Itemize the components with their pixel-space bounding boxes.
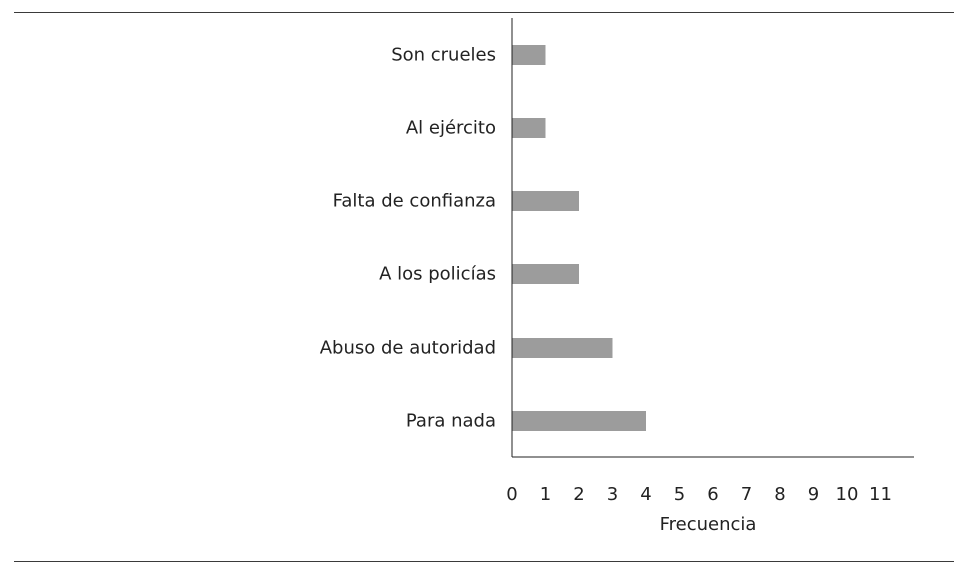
bar	[512, 191, 579, 211]
x-tick-label: 5	[674, 484, 685, 505]
category-label: Falta de confianza	[333, 191, 496, 212]
x-tick-label: 4	[640, 484, 651, 505]
bar	[512, 45, 546, 65]
bar	[512, 338, 613, 358]
bar	[512, 411, 646, 431]
category-labels: Son crueles Al ejército Falta de confianza…	[320, 45, 496, 432]
category-label: Al ejército	[406, 118, 496, 139]
x-tick-label: 8	[774, 484, 785, 505]
bars-group	[512, 45, 646, 431]
bar	[512, 264, 579, 284]
top-rule	[14, 12, 954, 13]
x-tick-label: 1	[540, 484, 551, 505]
x-tick-label: 6	[707, 484, 718, 505]
category-label: Para nada	[406, 411, 496, 432]
x-tick-label: 9	[808, 484, 819, 505]
category-label: Abuso de autoridad	[320, 338, 496, 359]
bar	[512, 118, 546, 138]
category-label: A los policías	[379, 264, 496, 285]
x-tick-labels: 0 1 2 3 4 5 6 7 8 9 10 11	[506, 484, 892, 505]
category-label: Son crueles	[391, 45, 496, 66]
x-tick-label: 10	[836, 484, 859, 505]
x-axis-title: Frecuencia	[660, 514, 757, 535]
x-tick-label: 2	[573, 484, 584, 505]
x-tick-label: 7	[741, 484, 752, 505]
x-tick-label: 0	[506, 484, 517, 505]
bottom-rule	[14, 561, 954, 562]
x-tick-label: 3	[607, 484, 618, 505]
x-tick-label: 11	[869, 484, 892, 505]
